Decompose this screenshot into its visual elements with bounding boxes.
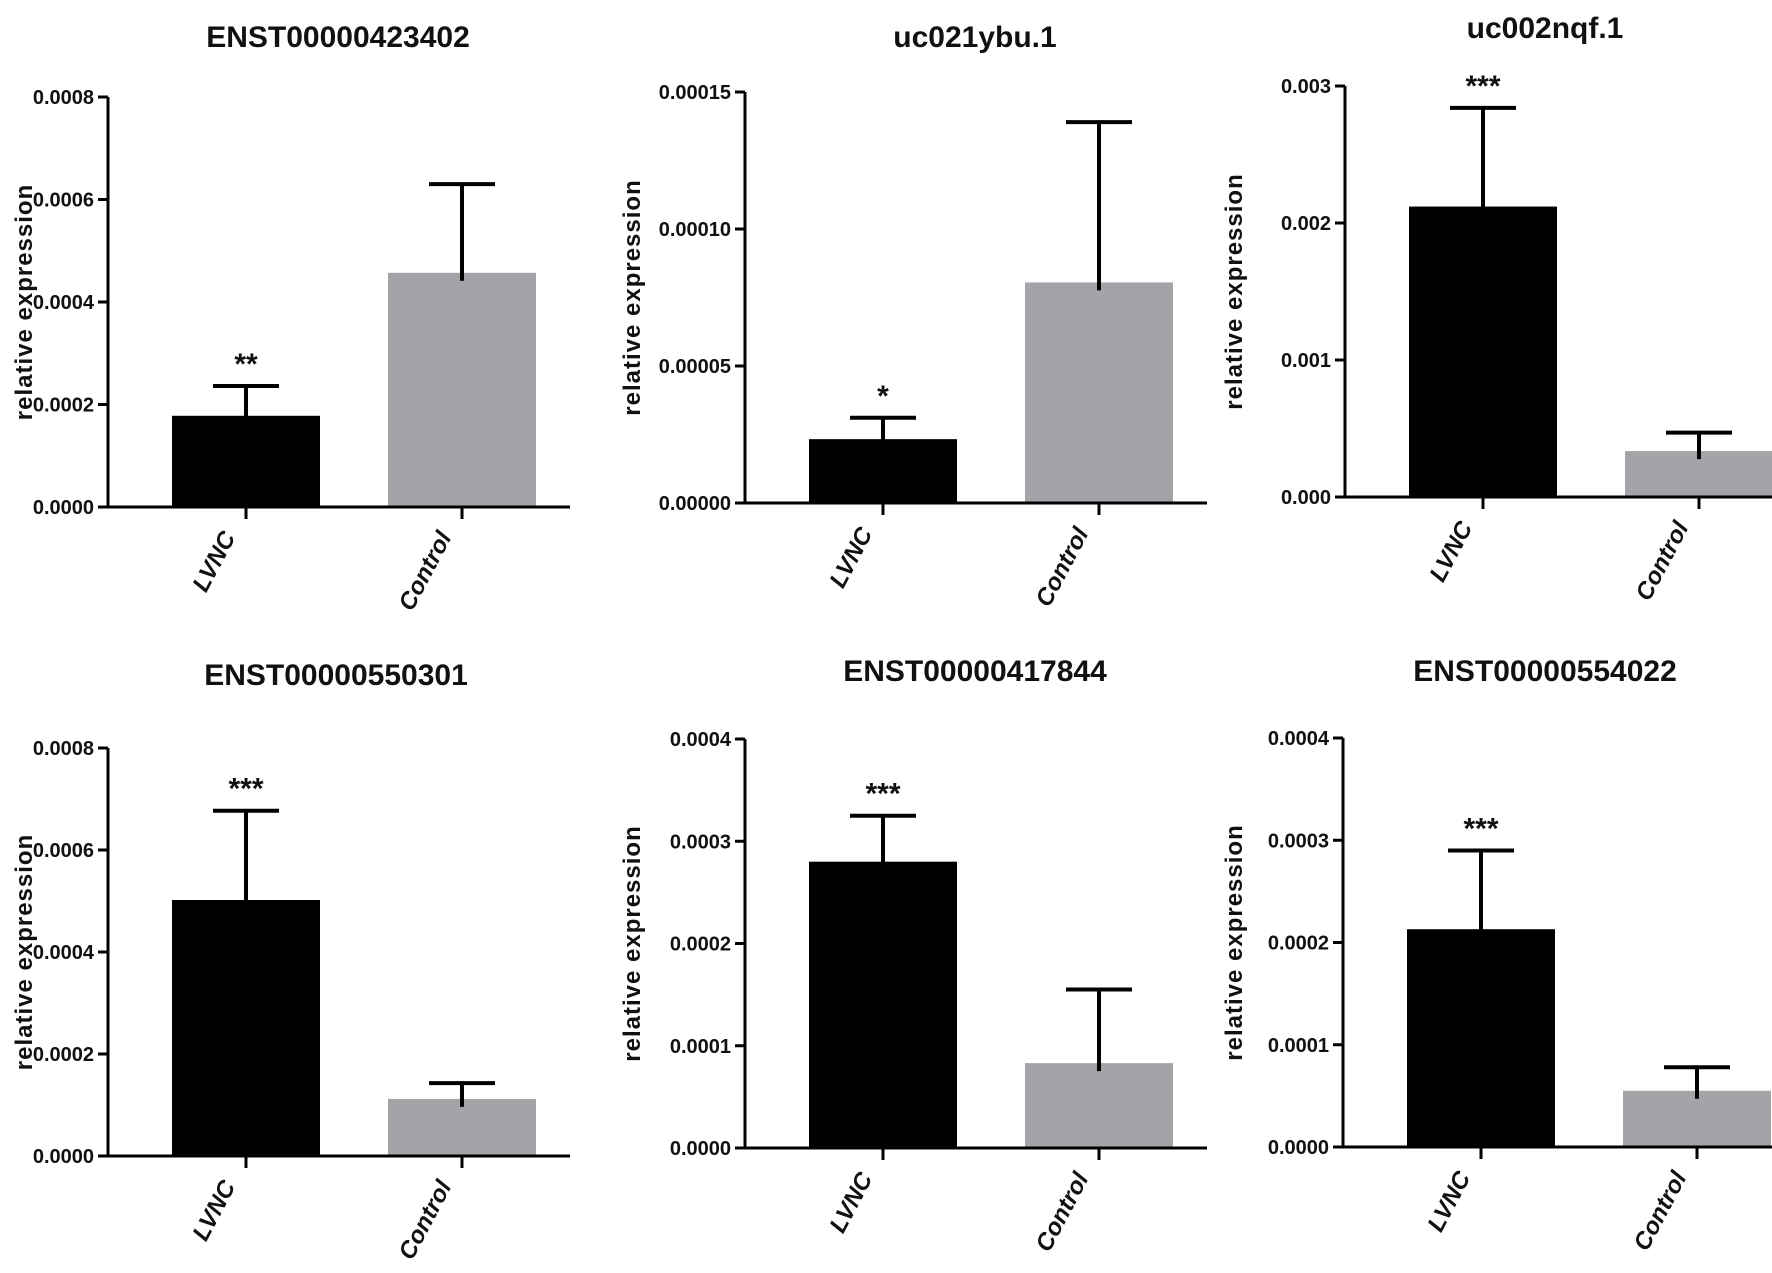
chart-panel-4: ENST00000550301 relative expression *** LVN… <box>11 659 570 1264</box>
chart5-bar-control <box>1025 1063 1173 1148</box>
chart1-y-tick-label: 0.0000 <box>33 497 94 519</box>
chart6-bar-control <box>1623 1090 1771 1147</box>
chart3-y-axis-label: relative expression <box>1221 173 1248 409</box>
chart3-y-tick-label: 0.003 <box>1281 76 1331 98</box>
chart6-x-tick-label-lvnc: LVNC <box>1422 1167 1476 1237</box>
chart5-bar-lvnc <box>809 861 957 1148</box>
chart-panel-3: uc002nqf.1 relative expression *** LVNC Cont… <box>1221 12 1772 605</box>
chart3-x-tick-label-control: Control <box>1630 516 1695 605</box>
chart2-y-tick-label: 0.00010 <box>659 219 731 241</box>
chart4-y-tick-label: 0.0008 <box>33 738 94 760</box>
chart4-bar-control <box>388 1098 536 1156</box>
chart5-y-tick-label: 0.0002 <box>670 934 731 956</box>
chart5-title: ENST00000417844 <box>843 655 1107 688</box>
chart-panel-5: ENST00000417844 relative expression *** LVN… <box>619 655 1207 1256</box>
chart-panel-6: ENST00000554022 relative expression *** LVN… <box>1221 655 1772 1255</box>
chart2-significance-lvnc: * <box>877 380 889 413</box>
chart1-x-tick-label-control: Control <box>393 526 458 615</box>
chart2-title: uc021ybu.1 <box>893 21 1056 54</box>
chart1-y-tick-label: 0.0006 <box>33 190 94 212</box>
chart5-y-tick-label: 0.0000 <box>670 1138 731 1160</box>
chart5-y-axis-label: relative expression <box>619 825 646 1061</box>
chart6-y-tick-label: 0.0003 <box>1268 830 1329 852</box>
chart4-x-tick-label-lvnc: LVNC <box>187 1176 241 1246</box>
chart4-y-tick-label: 0.0002 <box>33 1044 94 1066</box>
chart2-y-tick-label: 0.00000 <box>659 493 731 515</box>
chart2-y-axis-label: relative expression <box>619 179 646 415</box>
chart1-y-tick-label: 0.0002 <box>33 395 94 417</box>
chart3-y-tick-label: 0.002 <box>1281 213 1331 235</box>
chart1-bar-lvnc <box>172 415 320 507</box>
chart1-significance-lvnc: ** <box>234 348 258 381</box>
chart3-bar-lvnc <box>1409 206 1557 497</box>
chart4-y-axis-label: relative expression <box>11 834 38 1070</box>
chart6-y-axis-label: relative expression <box>1221 824 1248 1060</box>
chart3-y-tick-label: 0.000 <box>1281 487 1331 509</box>
chart4-y-tick-label: 0.0004 <box>33 942 95 964</box>
chart6-x-tick-label-control: Control <box>1628 1166 1693 1255</box>
chart-panel-2: uc021ybu.1 relative expression * LVNC Contro… <box>619 21 1207 611</box>
chart1-x-tick-label-lvnc: LVNC <box>187 527 241 597</box>
chart4-x-tick-label-control: Control <box>393 1175 458 1264</box>
chart5-significance-lvnc: *** <box>865 778 900 811</box>
chart5-y-tick-label: 0.0001 <box>670 1036 731 1058</box>
chart5-y-tick-label: 0.0004 <box>670 729 732 751</box>
chart4-y-tick-label: 0.0000 <box>33 1146 94 1168</box>
chart2-bar-control <box>1025 282 1173 503</box>
chart6-y-tick-label: 0.0000 <box>1268 1137 1329 1159</box>
chart3-y-tick-label: 0.001 <box>1281 350 1331 372</box>
chart2-x-tick-label-lvnc: LVNC <box>824 523 878 593</box>
chart-panel-1: ENST00000423402 relative expression ** LVNC… <box>11 21 570 615</box>
chart1-y-tick-label: 0.0004 <box>33 292 95 314</box>
chart6-bar-lvnc <box>1407 929 1555 1147</box>
chart4-significance-lvnc: *** <box>228 773 263 806</box>
chart6-y-tick-label: 0.0001 <box>1268 1035 1329 1057</box>
chart2-y-tick-label: 0.00005 <box>659 356 731 378</box>
chart1-y-tick-label: 0.0008 <box>33 87 94 109</box>
chart4-title: ENST00000550301 <box>204 659 468 692</box>
chart5-y-tick-label: 0.0003 <box>670 831 731 853</box>
chart1-y-axis-label: relative expression <box>11 184 38 420</box>
chart4-bar-lvnc <box>172 899 320 1156</box>
chart6-significance-lvnc: *** <box>1463 812 1498 845</box>
chart2-y-tick-label: 0.00015 <box>659 82 731 104</box>
chart6-y-tick-label: 0.0004 <box>1268 728 1330 750</box>
chart2-bar-lvnc <box>809 439 957 503</box>
chart6-y-tick-label: 0.0002 <box>1268 933 1329 955</box>
chart3-significance-lvnc: *** <box>1465 70 1500 103</box>
chart2-x-tick-label-control: Control <box>1030 522 1095 611</box>
chart1-title: ENST00000423402 <box>206 21 470 54</box>
chart1-bar-control <box>388 272 536 507</box>
chart6-title: ENST00000554022 <box>1413 655 1677 688</box>
chart3-title: uc002nqf.1 <box>1467 12 1624 45</box>
chart5-x-tick-label-lvnc: LVNC <box>824 1168 878 1238</box>
chart5-x-tick-label-control: Control <box>1030 1167 1095 1256</box>
chart3-x-tick-label-lvnc: LVNC <box>1424 517 1478 587</box>
chart4-y-tick-label: 0.0006 <box>33 840 94 862</box>
